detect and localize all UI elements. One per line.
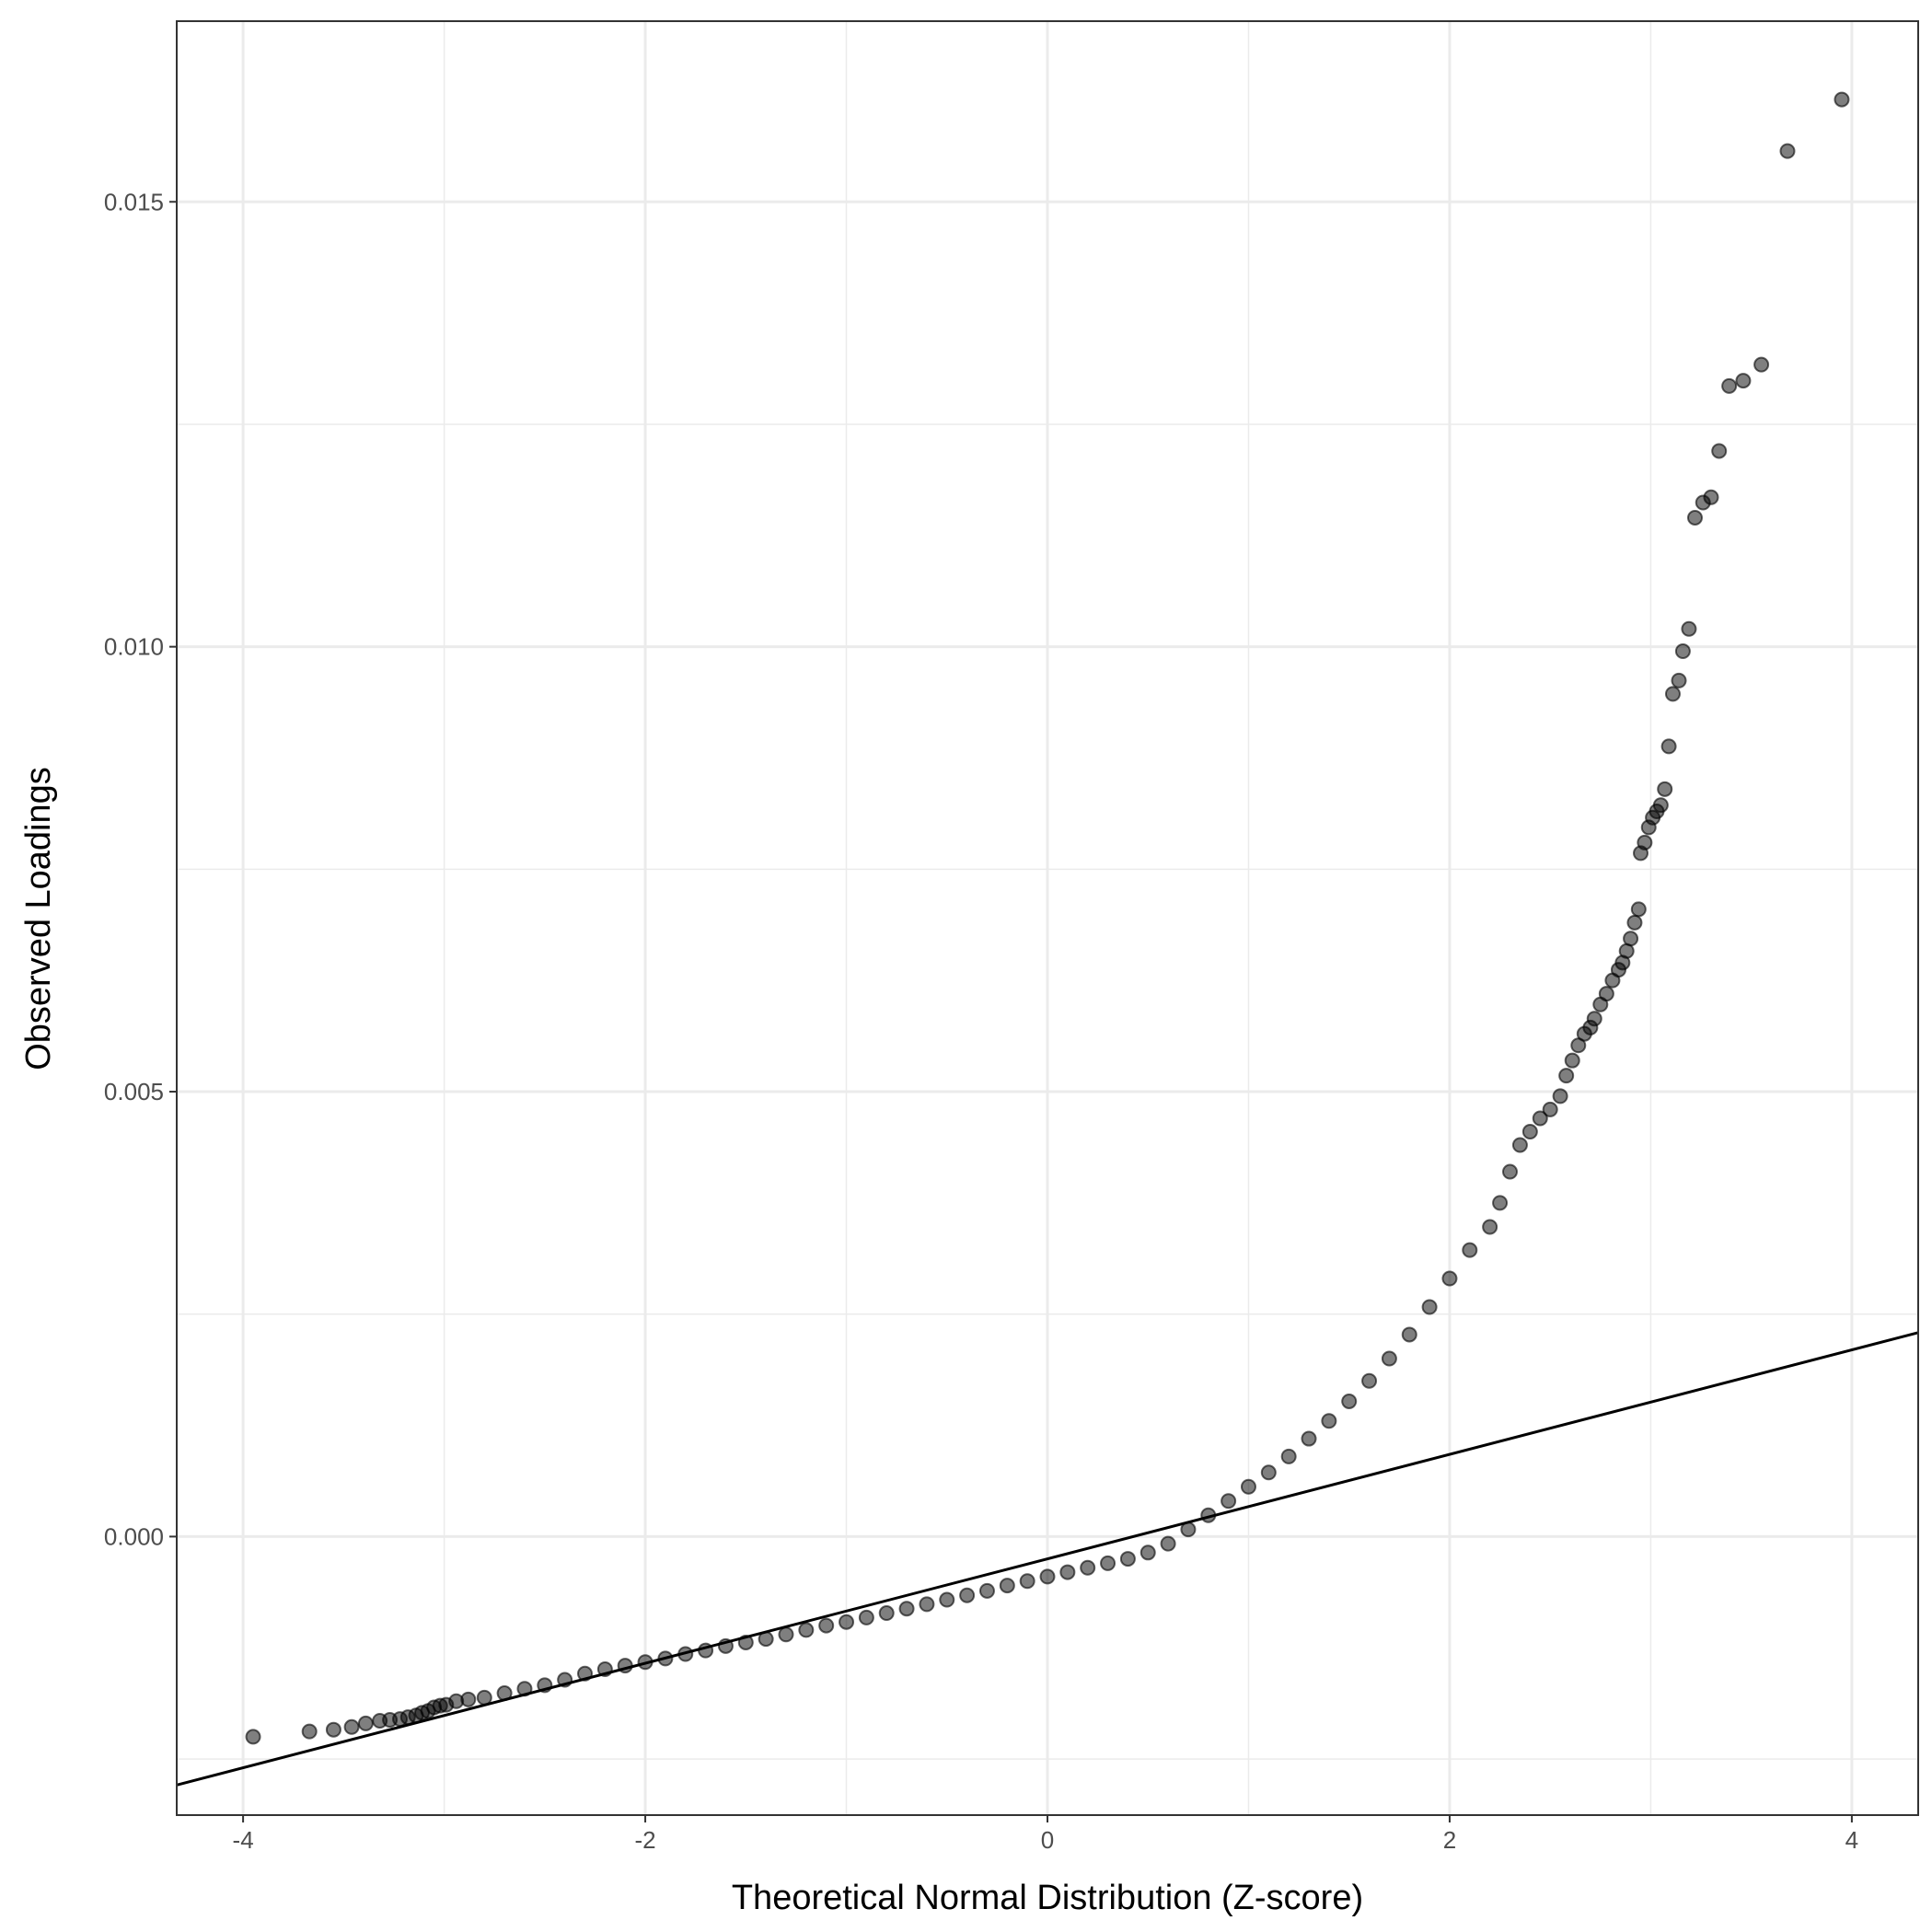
data-point xyxy=(1039,1568,1056,1585)
data-point xyxy=(919,1596,935,1613)
y-tick-label: 0.010 xyxy=(104,633,164,661)
data-point xyxy=(1542,1101,1558,1117)
data-point xyxy=(1361,1372,1378,1389)
data-point xyxy=(858,1609,874,1625)
data-point xyxy=(839,1614,855,1630)
data-point xyxy=(1598,986,1614,1002)
data-point xyxy=(1753,356,1770,373)
data-point xyxy=(1630,901,1647,918)
y-axis-title: Observed Loadings xyxy=(19,767,58,1070)
data-point xyxy=(1660,738,1677,755)
y-tick-label: 0.005 xyxy=(104,1078,164,1105)
data-point xyxy=(325,1721,341,1738)
data-point xyxy=(1221,1493,1237,1510)
data-point xyxy=(357,1715,374,1731)
data-point xyxy=(1671,672,1687,688)
data-point xyxy=(778,1626,794,1643)
x-tick-label: -2 xyxy=(634,1826,655,1854)
data-point xyxy=(1779,143,1796,159)
y-tick-label: 0.015 xyxy=(104,188,164,215)
x-tick-label: 4 xyxy=(1845,1826,1858,1854)
data-point xyxy=(978,1582,995,1599)
data-point xyxy=(1421,1299,1438,1315)
data-point xyxy=(1100,1555,1116,1571)
data-point xyxy=(1492,1195,1509,1211)
data-point xyxy=(1080,1559,1096,1576)
data-point xyxy=(1482,1219,1498,1235)
data-point xyxy=(301,1723,318,1740)
reference-line xyxy=(176,1331,1919,1787)
data-point xyxy=(1623,931,1639,947)
x-tick-label: -4 xyxy=(233,1826,254,1854)
y-tick-label: 0.000 xyxy=(104,1522,164,1550)
data-point xyxy=(1140,1544,1156,1561)
x-tick-label: 2 xyxy=(1443,1826,1456,1854)
data-point xyxy=(1657,781,1673,797)
data-point xyxy=(1637,834,1653,850)
data-point xyxy=(1240,1478,1256,1495)
data-point xyxy=(1735,373,1752,389)
data-point xyxy=(1511,1137,1528,1153)
data-point xyxy=(1552,1088,1568,1105)
data-point xyxy=(1703,489,1719,505)
data-points xyxy=(245,91,1850,1745)
data-point xyxy=(959,1587,976,1603)
data-point xyxy=(245,1729,261,1745)
data-point xyxy=(1711,443,1728,459)
data-point xyxy=(818,1617,835,1634)
data-point xyxy=(1059,1564,1076,1580)
data-point xyxy=(1119,1551,1136,1568)
data-point xyxy=(1341,1393,1358,1409)
data-point xyxy=(1532,1110,1548,1127)
data-point xyxy=(1260,1464,1277,1481)
data-point xyxy=(1381,1350,1397,1367)
x-tick-label: 0 xyxy=(1041,1826,1054,1854)
data-point xyxy=(1652,797,1669,814)
data-point xyxy=(1586,1011,1602,1027)
data-point xyxy=(1321,1413,1337,1429)
data-point xyxy=(460,1691,477,1707)
data-point xyxy=(1834,91,1850,108)
data-point xyxy=(1686,509,1703,526)
data-point xyxy=(898,1601,915,1617)
x-axis-ticks: -4 -2 0 2 4 xyxy=(233,1815,1858,1854)
major-gridlines xyxy=(177,21,1918,1815)
data-point xyxy=(1564,1052,1580,1069)
data-point xyxy=(1462,1242,1478,1258)
data-point xyxy=(1664,686,1681,702)
data-point xyxy=(1626,914,1643,931)
data-point xyxy=(798,1622,815,1638)
data-point xyxy=(999,1578,1015,1594)
data-point xyxy=(1401,1326,1417,1343)
data-point xyxy=(1501,1163,1518,1180)
data-point xyxy=(1674,642,1691,659)
data-point xyxy=(1721,377,1738,394)
data-point xyxy=(343,1718,360,1735)
data-point xyxy=(939,1591,955,1608)
data-point xyxy=(1558,1068,1575,1084)
x-axis-title: Theoretical Normal Distribution (Z-score… xyxy=(732,1879,1363,1917)
data-point xyxy=(1019,1573,1035,1590)
data-point xyxy=(878,1605,895,1622)
data-point xyxy=(1521,1124,1538,1140)
data-point xyxy=(1441,1270,1458,1287)
data-point xyxy=(1280,1448,1297,1464)
y-axis-ticks: 0.000 0.005 0.010 0.015 xyxy=(104,188,177,1550)
data-point xyxy=(1681,620,1697,637)
data-point xyxy=(1160,1535,1176,1552)
data-point xyxy=(1301,1430,1317,1447)
